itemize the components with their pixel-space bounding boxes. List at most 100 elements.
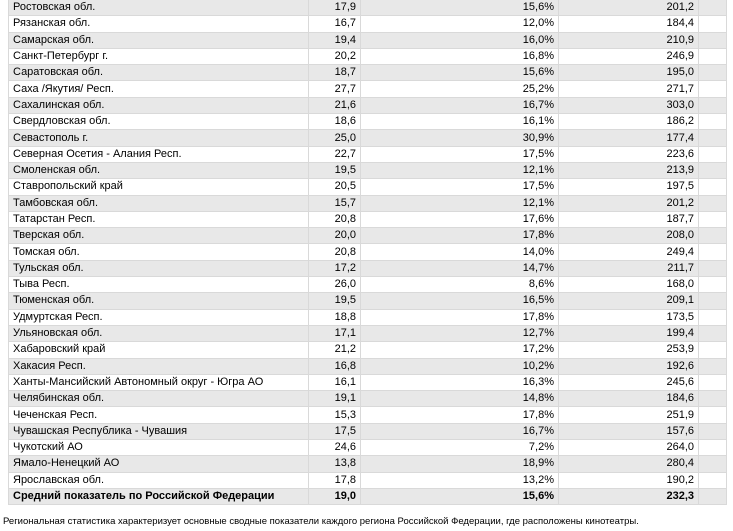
- value-cell: 232,3: [558, 487, 699, 506]
- value-cell: 17,9: [308, 0, 361, 17]
- region-cell: Тюменская обл.: [8, 292, 309, 310]
- value-cell: 16,1%: [360, 113, 559, 131]
- value-cell: 16,5%: [360, 292, 559, 310]
- value-cell: 19,4: [308, 31, 361, 49]
- spacer-cell: [698, 80, 727, 98]
- value-cell: 251,9: [558, 406, 699, 424]
- region-cell: Тульская обл.: [8, 259, 309, 278]
- spacer-cell: [698, 178, 727, 196]
- value-cell: 30,9%: [360, 129, 559, 147]
- value-cell: 12,0%: [360, 15, 559, 33]
- value-cell: 25,0: [308, 129, 361, 147]
- region-cell: Санкт-Петербург г.: [8, 47, 309, 66]
- spacer-cell: [698, 194, 727, 212]
- value-cell: 15,7: [308, 194, 361, 212]
- value-cell: 192,6: [558, 357, 699, 375]
- region-cell: Тыва Респ.: [8, 276, 309, 294]
- value-cell: 17,5%: [360, 145, 559, 163]
- value-cell: 210,9: [558, 31, 699, 49]
- table-row: Тамбовская обл. 15,7 12,1% 201,2: [8, 194, 727, 212]
- value-cell: 184,4: [558, 15, 699, 33]
- value-cell: 12,1%: [360, 194, 559, 212]
- value-cell: 19,0: [308, 487, 361, 506]
- value-cell: 173,5: [558, 308, 699, 326]
- value-cell: 199,4: [558, 324, 699, 343]
- region-cell: Свердловская обл.: [8, 113, 309, 131]
- value-cell: 20,5: [308, 178, 361, 196]
- spacer-cell: [698, 373, 727, 392]
- value-cell: 21,2: [308, 341, 361, 359]
- value-cell: 271,7: [558, 80, 699, 98]
- value-cell: 303,0: [558, 96, 699, 115]
- spacer-cell: [698, 422, 727, 441]
- value-cell: 187,7: [558, 210, 699, 229]
- value-cell: 17,6%: [360, 210, 559, 229]
- region-cell: Севастополь г.: [8, 129, 309, 147]
- value-cell: 245,6: [558, 373, 699, 392]
- value-cell: 15,3: [308, 406, 361, 424]
- spacer-cell: [698, 324, 727, 343]
- value-cell: 197,5: [558, 178, 699, 196]
- region-cell: Чувашская Республика - Чувашия: [8, 422, 309, 441]
- table-row: Самарская обл. 19,4 16,0% 210,9: [8, 31, 727, 49]
- region-cell: Средний показатель по Российской Федерац…: [8, 487, 309, 506]
- value-cell: 20,8: [308, 210, 361, 229]
- spacer-cell: [698, 292, 727, 310]
- value-cell: 15,6%: [360, 0, 559, 17]
- table-row: Ульяновская обл. 17,1 12,7% 199,4: [8, 324, 727, 343]
- value-cell: 17,8%: [360, 227, 559, 245]
- table-row: Санкт-Петербург г. 20,2 16,8% 246,9: [8, 47, 727, 66]
- value-cell: 17,8%: [360, 308, 559, 326]
- value-cell: 16,7: [308, 15, 361, 33]
- value-cell: 12,7%: [360, 324, 559, 343]
- table-row: Чеченская Респ. 15,3 17,8% 251,9: [8, 406, 727, 424]
- table-row: Смоленская обл. 19,5 12,1% 213,9: [8, 161, 727, 180]
- value-cell: 13,2%: [360, 471, 559, 489]
- value-cell: 208,0: [558, 227, 699, 245]
- spacer-cell: [698, 243, 727, 261]
- value-cell: 253,9: [558, 341, 699, 359]
- value-cell: 18,7: [308, 64, 361, 82]
- region-cell: Чеченская Респ.: [8, 406, 309, 424]
- spacer-cell: [698, 276, 727, 294]
- region-cell: Ростовская обл.: [8, 0, 309, 17]
- spacer-cell: [698, 47, 727, 66]
- table-row: Тульская обл. 17,2 14,7% 211,7: [8, 259, 727, 278]
- table-row: Удмуртская Респ. 18,8 17,8% 173,5: [8, 308, 727, 326]
- region-cell: Тамбовская обл.: [8, 194, 309, 212]
- value-cell: 17,2%: [360, 341, 559, 359]
- value-cell: 17,8%: [360, 406, 559, 424]
- spacer-cell: [698, 439, 727, 457]
- value-cell: 17,8: [308, 471, 361, 489]
- spacer-cell: [698, 406, 727, 424]
- value-cell: 16,1: [308, 373, 361, 392]
- value-cell: 19,5: [308, 161, 361, 180]
- region-cell: Тверская обл.: [8, 227, 309, 245]
- region-cell: Ханты-Мансийский Автономный округ - Югра…: [8, 373, 309, 392]
- table-row: Хабаровский край 21,2 17,2% 253,9: [8, 341, 727, 359]
- region-cell: Ямало-Ненецкий АО: [8, 455, 309, 473]
- table-row: Севастополь г. 25,0 30,9% 177,4: [8, 129, 727, 147]
- value-cell: 201,2: [558, 0, 699, 17]
- region-cell: Ставропольский край: [8, 178, 309, 196]
- value-cell: 19,1: [308, 390, 361, 408]
- table-row: Ханты-Мансийский Автономный округ - Югра…: [8, 373, 727, 392]
- value-cell: 18,6: [308, 113, 361, 131]
- data-table: Ростовская обл. 17,9 15,6% 201,2 Рязанская о…: [8, 0, 727, 506]
- region-cell: Смоленская обл.: [8, 161, 309, 180]
- value-cell: 24,6: [308, 439, 361, 457]
- region-cell: Хабаровский край: [8, 341, 309, 359]
- value-cell: 26,0: [308, 276, 361, 294]
- spacer-cell: [698, 357, 727, 375]
- value-cell: 280,4: [558, 455, 699, 473]
- spacer-cell: [698, 390, 727, 408]
- table-row: Ямало-Ненецкий АО 13,8 18,9% 280,4: [8, 455, 727, 473]
- value-cell: 190,2: [558, 471, 699, 489]
- region-cell: Саратовская обл.: [8, 64, 309, 82]
- value-cell: 13,8: [308, 455, 361, 473]
- spacer-cell: [698, 471, 727, 489]
- value-cell: 15,6%: [360, 64, 559, 82]
- region-cell: Татарстан Респ.: [8, 210, 309, 229]
- table-row: Северная Осетия - Алания Респ. 22,7 17,5% 2…: [8, 145, 727, 163]
